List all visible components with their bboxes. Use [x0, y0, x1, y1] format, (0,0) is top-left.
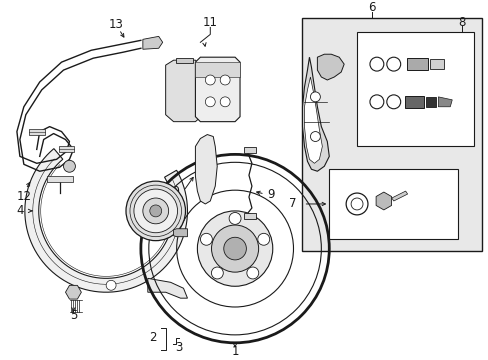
- Circle shape: [126, 181, 185, 240]
- Circle shape: [220, 97, 230, 107]
- Text: 9: 9: [266, 188, 274, 201]
- Polygon shape: [317, 54, 344, 80]
- Circle shape: [220, 75, 230, 85]
- Circle shape: [142, 198, 168, 224]
- Text: 5: 5: [70, 309, 77, 321]
- Polygon shape: [195, 57, 240, 122]
- Circle shape: [224, 237, 246, 260]
- Text: 12: 12: [16, 189, 31, 203]
- Polygon shape: [65, 285, 81, 299]
- Circle shape: [200, 233, 212, 245]
- Polygon shape: [302, 57, 328, 171]
- Polygon shape: [25, 149, 187, 292]
- Polygon shape: [142, 36, 163, 49]
- Bar: [426, 97, 435, 107]
- Circle shape: [229, 212, 241, 224]
- Text: 11: 11: [203, 16, 217, 29]
- Polygon shape: [29, 129, 44, 135]
- Polygon shape: [437, 97, 451, 107]
- Text: 7: 7: [288, 198, 296, 211]
- Polygon shape: [173, 229, 187, 237]
- Text: 1: 1: [231, 345, 238, 358]
- Circle shape: [197, 211, 272, 286]
- Polygon shape: [59, 147, 74, 152]
- Polygon shape: [195, 135, 217, 204]
- Polygon shape: [304, 77, 322, 163]
- Text: 8: 8: [458, 16, 465, 29]
- Circle shape: [205, 75, 215, 85]
- Text: 2: 2: [149, 331, 156, 345]
- Polygon shape: [244, 213, 255, 219]
- Circle shape: [149, 205, 162, 217]
- Bar: [429, 59, 444, 69]
- Polygon shape: [46, 176, 73, 182]
- Bar: [356, 32, 473, 147]
- Bar: [406, 58, 427, 70]
- Polygon shape: [165, 60, 203, 122]
- Text: 4: 4: [16, 204, 23, 217]
- Bar: [328, 169, 457, 239]
- Text: 13: 13: [108, 18, 123, 31]
- Circle shape: [211, 267, 223, 279]
- Bar: [301, 18, 481, 251]
- Text: 3: 3: [175, 341, 182, 354]
- Polygon shape: [391, 191, 407, 201]
- Polygon shape: [375, 192, 391, 210]
- Text: 6: 6: [367, 1, 375, 14]
- Text: 10: 10: [165, 185, 180, 198]
- Circle shape: [205, 97, 215, 107]
- Polygon shape: [147, 278, 187, 298]
- Circle shape: [63, 160, 75, 172]
- Circle shape: [106, 280, 116, 290]
- Polygon shape: [175, 58, 193, 63]
- Polygon shape: [244, 148, 255, 153]
- Bar: [404, 96, 424, 108]
- Polygon shape: [195, 62, 240, 77]
- Circle shape: [134, 189, 177, 233]
- Circle shape: [310, 131, 320, 141]
- Circle shape: [257, 233, 269, 245]
- Circle shape: [246, 267, 258, 279]
- Circle shape: [211, 225, 258, 272]
- Circle shape: [310, 92, 320, 102]
